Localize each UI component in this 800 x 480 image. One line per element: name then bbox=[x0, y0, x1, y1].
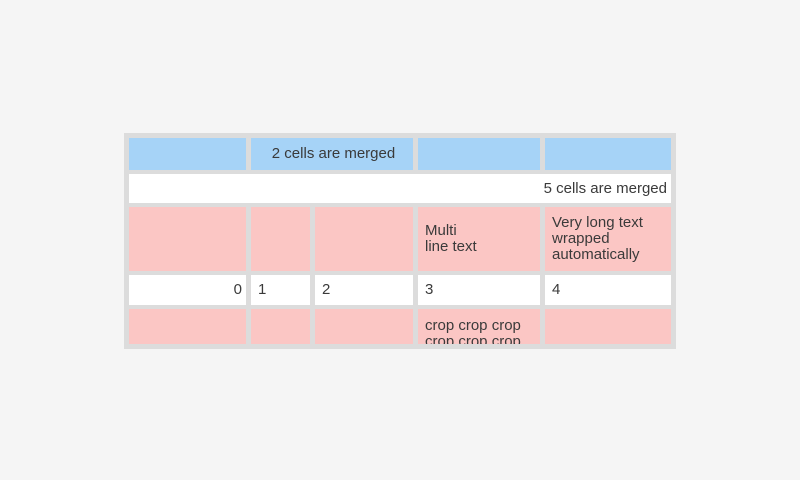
table-widget: 2 cells are merged 5 cells are merged Mu… bbox=[124, 133, 676, 349]
table-cell-r4c3[interactable]: crop crop crop crop crop crop bbox=[418, 309, 540, 344]
table-cell-r3c0[interactable]: 0 bbox=[129, 275, 246, 305]
table-cell-r0c1-merged[interactable]: 2 cells are merged bbox=[251, 138, 413, 170]
table-cell-r0c0[interactable] bbox=[129, 138, 246, 170]
table-cell-r3c3[interactable]: 3 bbox=[418, 275, 540, 305]
table-cell-r4c4[interactable] bbox=[545, 309, 671, 344]
cell-text: 2 bbox=[322, 281, 331, 298]
table-cell-r4c0[interactable] bbox=[129, 309, 246, 344]
table-cell-r3c2[interactable]: 2 bbox=[315, 275, 413, 305]
cell-text: 3 bbox=[425, 281, 434, 298]
table-cell-r0c4[interactable] bbox=[545, 138, 671, 170]
table-cell-r4c2[interactable] bbox=[315, 309, 413, 344]
cell-text: 5 cells are merged bbox=[543, 179, 667, 197]
table-cell-r3c1[interactable]: 1 bbox=[251, 275, 310, 305]
table-cell-r2c3[interactable]: Multi line text bbox=[418, 207, 540, 271]
table-row-multiline: Multi line text Very long text wrapped a… bbox=[129, 207, 671, 271]
table-cell-r1-merged[interactable]: 5 cells are merged bbox=[129, 174, 671, 203]
cell-text: Multi line text bbox=[425, 222, 477, 255]
table-cell-r4c1[interactable] bbox=[251, 309, 310, 344]
table-cell-r0c3[interactable] bbox=[418, 138, 540, 170]
cell-text: Very long text wrapped automatically bbox=[552, 214, 643, 263]
table-row-numbers: 0 1 2 3 4 bbox=[129, 275, 671, 305]
cell-text: 1 bbox=[258, 281, 267, 298]
cell-text: 2 cells are merged bbox=[271, 145, 396, 162]
cell-text: crop crop crop crop crop crop bbox=[425, 317, 521, 345]
table-cell-r3c4[interactable]: 4 bbox=[545, 275, 671, 305]
cell-text: 0 bbox=[233, 281, 242, 298]
table-cell-r2c4[interactable]: Very long text wrapped automatically bbox=[545, 207, 671, 271]
table-cell-r2c0[interactable] bbox=[129, 207, 246, 271]
table-row-cropped: crop crop crop crop crop crop bbox=[129, 309, 671, 344]
cell-text: 4 bbox=[552, 281, 561, 298]
table-cell-r2c2[interactable] bbox=[315, 207, 413, 271]
table-cell-r2c1[interactable] bbox=[251, 207, 310, 271]
table-row-header: 2 cells are merged bbox=[129, 138, 671, 170]
table-scroll-area[interactable]: 2 cells are merged 5 cells are merged Mu… bbox=[129, 138, 671, 344]
table-row-merged5: 5 cells are merged bbox=[129, 174, 671, 203]
